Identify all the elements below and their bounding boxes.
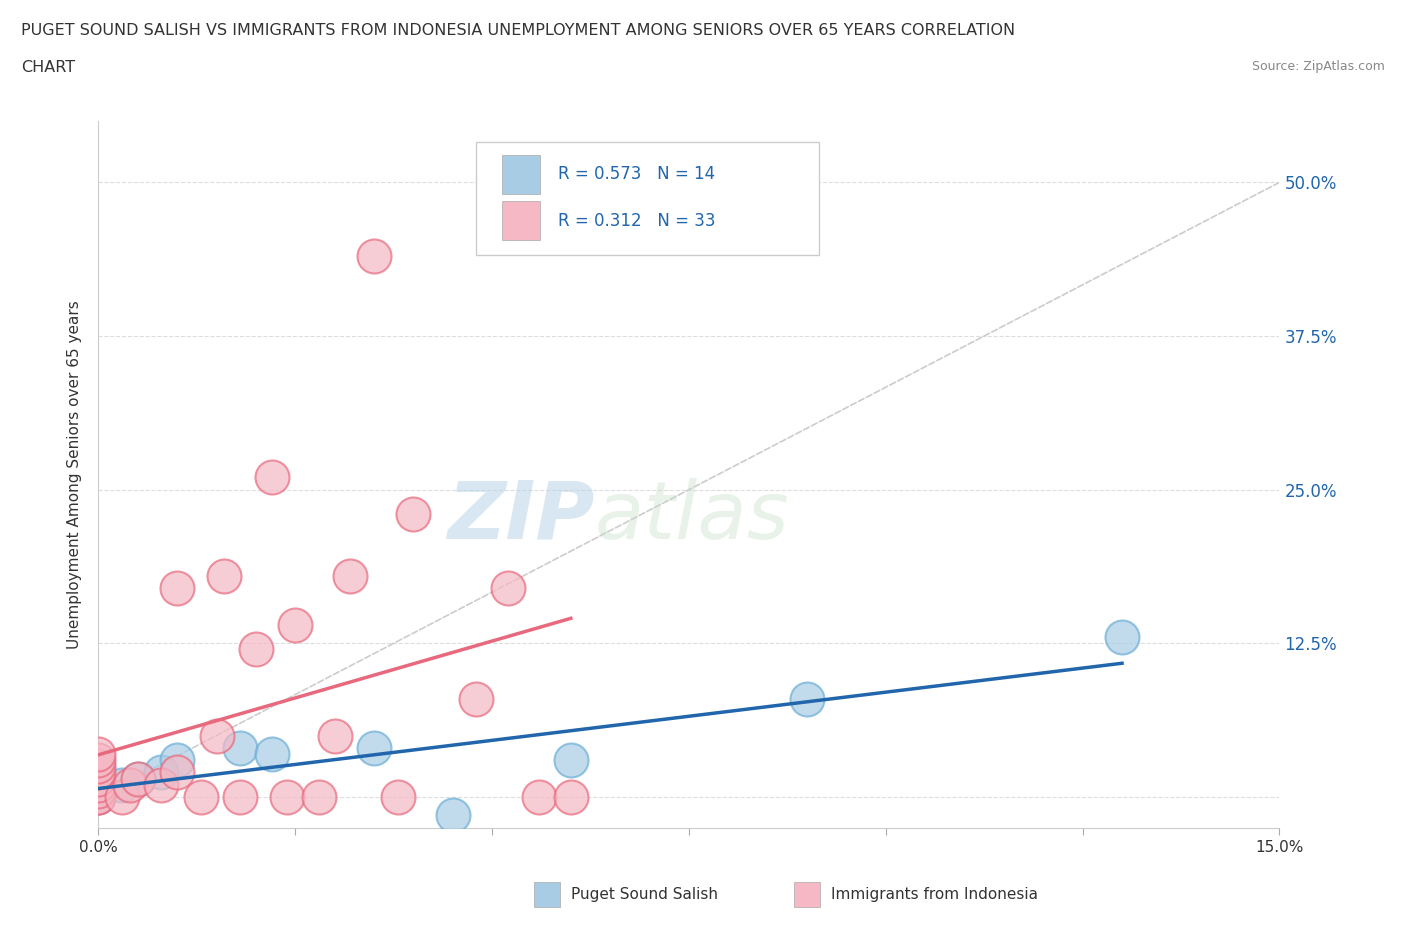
Point — [87, 759, 110, 774]
Point — [87, 790, 110, 804]
Point — [560, 790, 582, 804]
Text: atlas: atlas — [595, 478, 789, 556]
Y-axis label: Unemployment Among Seniors over 65 years: Unemployment Among Seniors over 65 years — [67, 300, 83, 649]
Point — [308, 790, 330, 804]
Point — [87, 783, 110, 798]
Point — [150, 765, 173, 780]
Point — [260, 470, 283, 485]
Point — [284, 618, 307, 632]
Point — [87, 765, 110, 780]
Point — [323, 728, 346, 743]
Text: PUGET SOUND SALISH VS IMMIGRANTS FROM INDONESIA UNEMPLOYMENT AMONG SENIORS OVER : PUGET SOUND SALISH VS IMMIGRANTS FROM IN… — [21, 23, 1015, 38]
Point — [166, 752, 188, 767]
Point — [111, 790, 134, 804]
Point — [111, 777, 134, 792]
Point — [560, 752, 582, 767]
Point — [245, 642, 267, 657]
Point — [496, 580, 519, 595]
Bar — [502, 201, 540, 240]
Point — [150, 777, 173, 792]
Text: Immigrants from Indonesia: Immigrants from Indonesia — [831, 886, 1038, 902]
Point — [529, 790, 551, 804]
Point — [339, 568, 361, 583]
Bar — [502, 154, 540, 193]
Text: Puget Sound Salish: Puget Sound Salish — [571, 886, 718, 902]
Point — [229, 740, 252, 755]
Point — [87, 783, 110, 798]
Point — [796, 691, 818, 706]
Point — [166, 580, 188, 595]
Point — [441, 808, 464, 823]
Point — [127, 771, 149, 786]
Point — [363, 248, 385, 263]
Point — [205, 728, 228, 743]
Point — [363, 740, 385, 755]
Point — [260, 747, 283, 762]
Point — [402, 507, 425, 522]
Point — [87, 771, 110, 786]
Point — [127, 771, 149, 786]
Point — [87, 790, 110, 804]
Point — [229, 790, 252, 804]
Point — [166, 765, 188, 780]
Point — [465, 691, 488, 706]
Point — [214, 568, 236, 583]
Text: R = 0.573   N = 14: R = 0.573 N = 14 — [558, 166, 716, 183]
Point — [87, 747, 110, 762]
Text: R = 0.312   N = 33: R = 0.312 N = 33 — [558, 212, 716, 230]
Point — [1111, 630, 1133, 644]
Point — [190, 790, 212, 804]
Point — [276, 790, 298, 804]
Text: CHART: CHART — [21, 60, 75, 75]
Point — [387, 790, 409, 804]
Point — [87, 790, 110, 804]
Point — [118, 777, 141, 792]
FancyBboxPatch shape — [477, 142, 818, 255]
Point — [87, 777, 110, 792]
Text: ZIP: ZIP — [447, 478, 595, 556]
Point — [87, 777, 110, 792]
Text: Source: ZipAtlas.com: Source: ZipAtlas.com — [1251, 60, 1385, 73]
Point — [87, 752, 110, 767]
